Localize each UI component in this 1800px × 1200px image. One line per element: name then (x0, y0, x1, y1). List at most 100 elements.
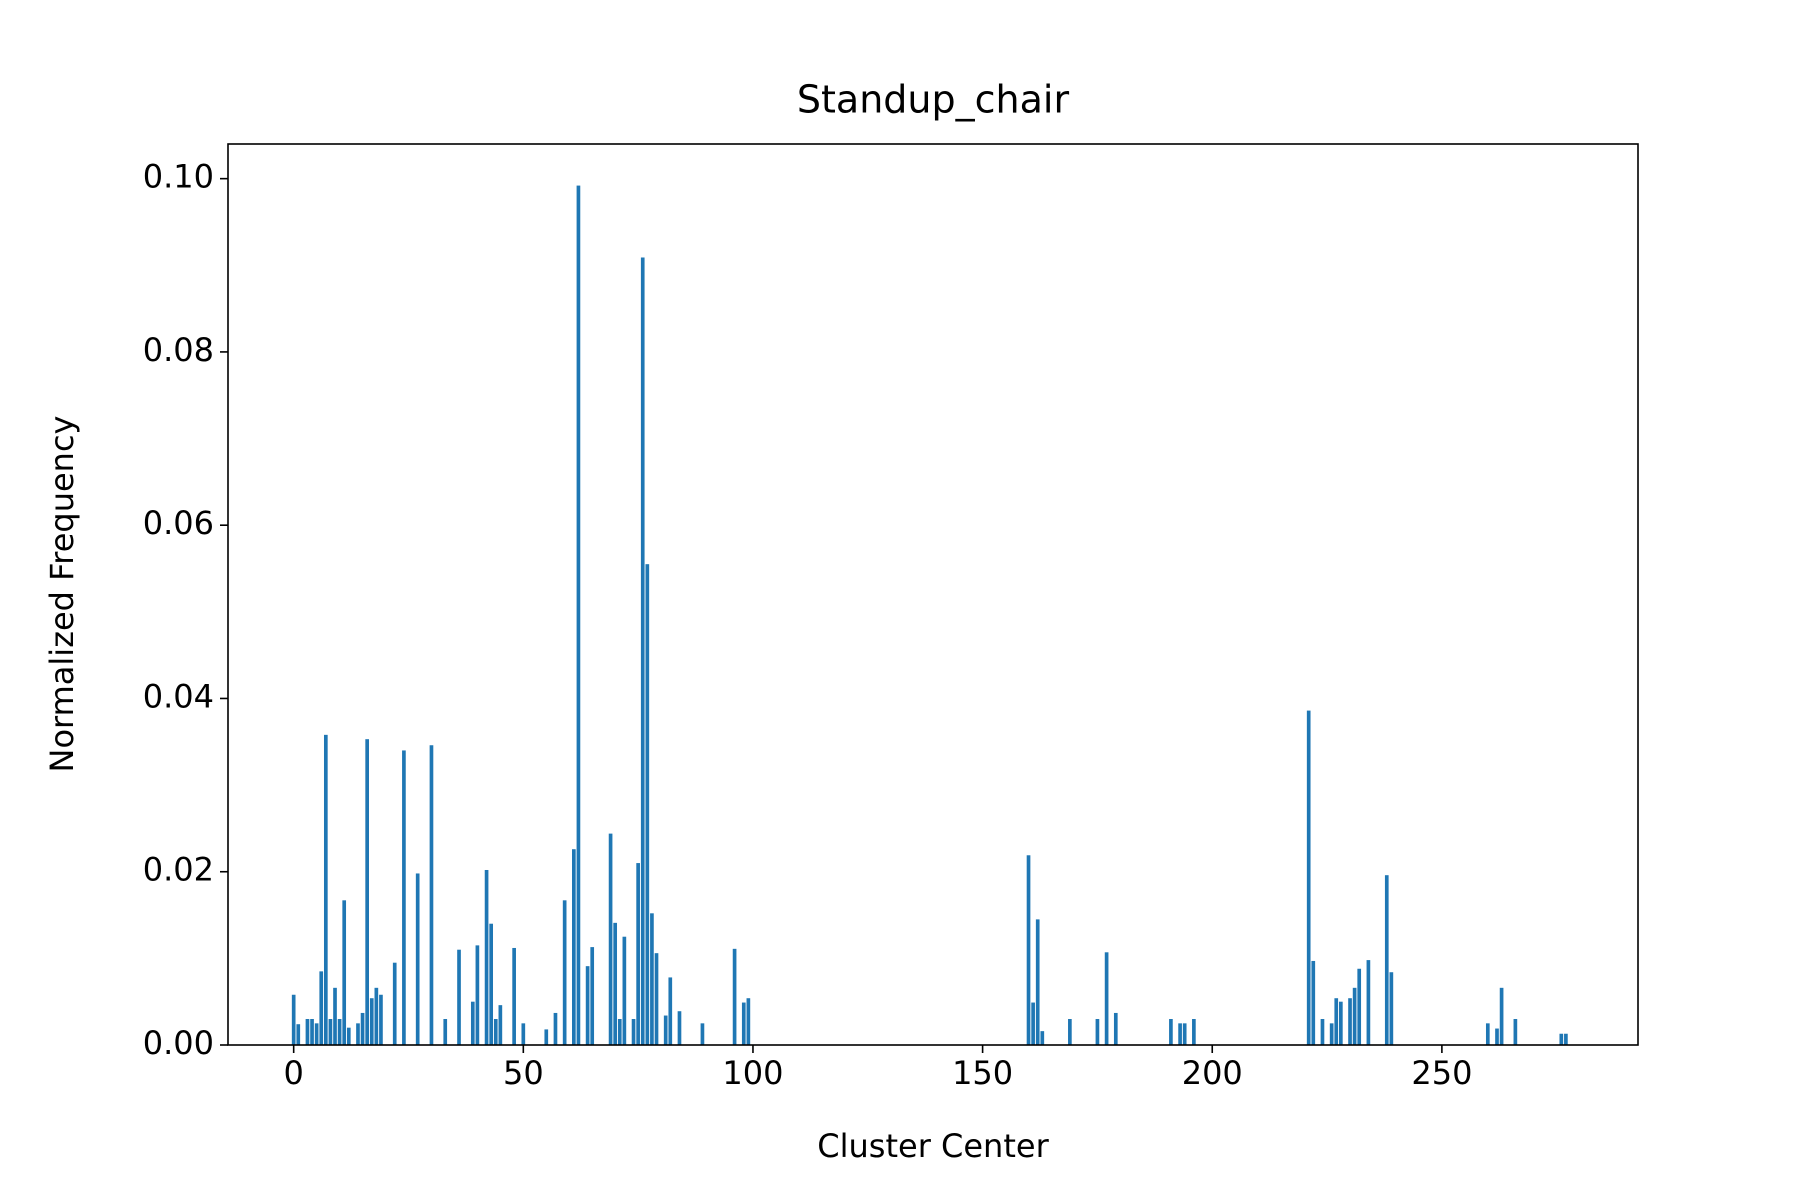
bar (379, 994, 383, 1045)
bar (484, 869, 489, 1045)
bar (1031, 1002, 1035, 1045)
bar (369, 998, 374, 1045)
bar (1348, 998, 1352, 1045)
bar (590, 947, 595, 1045)
bar (1113, 1012, 1118, 1045)
bar (1104, 952, 1109, 1045)
y-tick-label: 0.02 (143, 851, 214, 889)
bar (310, 1019, 314, 1045)
bar (1499, 987, 1504, 1045)
bar (585, 966, 590, 1045)
y-axis-label: Normalized Frequency (43, 416, 81, 773)
bar (1178, 1023, 1182, 1045)
y-tick-label: 0.08 (143, 331, 214, 369)
bar (1311, 960, 1316, 1045)
bar (1513, 1019, 1518, 1045)
bar (1068, 1019, 1072, 1045)
bar (323, 734, 328, 1045)
bar (521, 1023, 526, 1045)
bar (365, 739, 369, 1045)
bar (296, 1024, 301, 1045)
bar (640, 257, 645, 1045)
bar (576, 185, 581, 1046)
bar (1384, 875, 1389, 1045)
bar (498, 1005, 503, 1045)
bar (342, 900, 347, 1045)
bar (1334, 998, 1339, 1045)
bar (1026, 855, 1031, 1045)
bar (319, 971, 324, 1045)
bar (617, 1019, 622, 1045)
bar (1352, 987, 1357, 1045)
bar (741, 1002, 746, 1045)
bar (572, 849, 576, 1045)
bar (346, 1027, 351, 1045)
bar (654, 953, 659, 1045)
bar (650, 913, 654, 1045)
bar (700, 1023, 705, 1045)
y-tick-label: 0.06 (143, 504, 214, 542)
bar (1559, 1033, 1564, 1045)
x-tick-label: 100 (722, 1054, 783, 1092)
bar (1320, 1019, 1325, 1045)
bar (1389, 972, 1394, 1045)
chart-title: Standup_chair (797, 78, 1070, 122)
bar (470, 1001, 475, 1045)
x-tick-label: 50 (503, 1054, 544, 1092)
bar (443, 1019, 448, 1045)
bar (429, 745, 434, 1045)
y-tick-label: 0.04 (143, 677, 214, 715)
bar (512, 947, 516, 1045)
bar (663, 1015, 668, 1045)
bar (608, 833, 613, 1045)
bar (392, 962, 397, 1045)
bar (1339, 1001, 1343, 1045)
axes-frame (227, 143, 1639, 1046)
bar (333, 987, 337, 1045)
bar (314, 1023, 319, 1045)
bar (489, 923, 494, 1045)
bar (1169, 1019, 1173, 1045)
bar (360, 1012, 365, 1045)
bar (328, 1019, 333, 1045)
bar (1485, 1023, 1490, 1045)
bar (677, 1011, 682, 1045)
bar (402, 750, 406, 1045)
y-tick-label: 0.00 (143, 1024, 214, 1062)
bar (562, 900, 567, 1045)
y-tick-label: 0.10 (143, 158, 214, 196)
bar (1306, 710, 1311, 1045)
bar (1366, 960, 1371, 1045)
bar (457, 949, 461, 1045)
bar (1095, 1019, 1100, 1045)
x-tick-label: 0 (283, 1054, 303, 1092)
bar (374, 987, 379, 1045)
bar (553, 1012, 558, 1045)
bar (1329, 1023, 1334, 1045)
bar (1182, 1023, 1187, 1045)
bar (291, 994, 296, 1045)
x-axis-label: Cluster Center (817, 1127, 1049, 1165)
bar (631, 1019, 636, 1045)
x-tick-label: 150 (952, 1054, 1013, 1092)
bar (622, 936, 627, 1045)
bar (1564, 1033, 1568, 1045)
bar (1192, 1019, 1196, 1045)
bar (613, 922, 618, 1045)
x-tick-label: 250 (1411, 1054, 1472, 1092)
bar (493, 1019, 498, 1045)
bar (475, 945, 480, 1045)
x-tick-label: 200 (1182, 1054, 1243, 1092)
bar (668, 977, 673, 1045)
bar (746, 998, 751, 1045)
bar (415, 873, 420, 1045)
bar (1495, 1028, 1499, 1045)
bar (1035, 919, 1040, 1045)
bar (1040, 1031, 1045, 1045)
bar (645, 564, 650, 1045)
bar (732, 948, 737, 1045)
bar (636, 863, 640, 1045)
bar (1357, 968, 1362, 1045)
bar (337, 1019, 342, 1045)
